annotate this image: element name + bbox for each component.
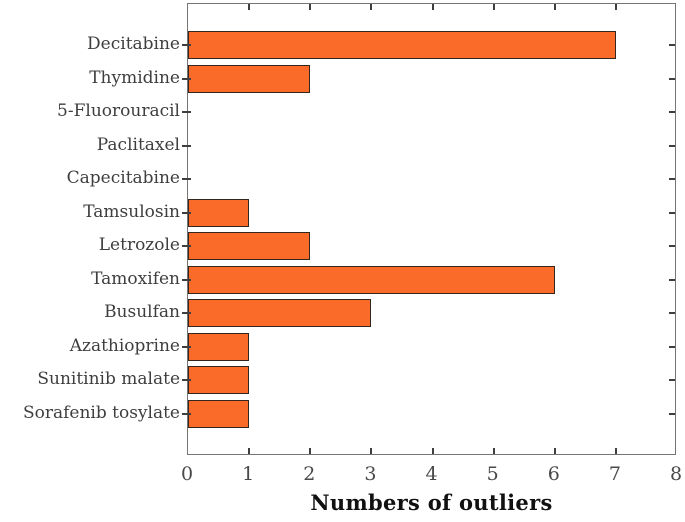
x-tick-label: 0: [180, 463, 194, 485]
bar-row: [188, 64, 675, 93]
y-tick-label: Capecitabine: [66, 168, 180, 189]
x-tick-label: 2: [303, 463, 316, 485]
plot-area: [182, 3, 676, 455]
y-tick-mark-right: [669, 245, 675, 248]
y-tick-mark-left: [182, 211, 191, 214]
bar: [188, 31, 616, 59]
x-tick-mark-top: [309, 4, 312, 10]
y-tick-mark-right: [669, 111, 675, 114]
bar-row: [188, 232, 675, 261]
bar: [188, 332, 250, 361]
y-tick-label: Thymidine: [89, 67, 180, 88]
x-tick-label: 8: [669, 463, 683, 485]
y-tick-mark-right: [669, 345, 675, 348]
y-tick-mark-right: [669, 44, 675, 46]
x-tick-mark-bottom: [492, 448, 495, 454]
y-tick-label: Tamsulosin: [83, 201, 180, 222]
x-tick-label: 1: [242, 463, 255, 485]
y-tick-mark-left: [182, 144, 191, 147]
y-tick-mark-left: [182, 278, 191, 281]
x-tick-mark-top: [248, 4, 251, 10]
y-tick-label: Tamoxifen: [91, 268, 180, 289]
y-tick-mark-left: [182, 77, 191, 80]
bar-row: [188, 299, 675, 328]
bar: [188, 299, 372, 328]
y-tick-label: Sorafenib tosylate: [22, 402, 180, 423]
bar-row: [188, 265, 675, 294]
y-tick-label: Azathioprine: [69, 335, 180, 356]
y-tick-mark-left: [182, 245, 191, 248]
y-tick-mark-left: [182, 44, 191, 46]
bars-container: [188, 4, 675, 454]
bar: [188, 232, 311, 261]
x-tick-mark-top: [370, 4, 373, 10]
y-tick-mark-left: [182, 345, 191, 348]
bar-row: [188, 332, 675, 361]
bar: [188, 198, 250, 227]
y-tick-mark-right: [669, 312, 675, 315]
x-tick-mark-top: [492, 4, 495, 10]
y-tick-mark-right: [669, 144, 675, 147]
x-tick-label: 5: [486, 463, 499, 485]
x-tick-mark-bottom: [248, 448, 251, 454]
y-tick-mark-left: [182, 178, 191, 181]
y-tick-label: Letrozole: [98, 235, 180, 256]
bar-row: [188, 366, 675, 395]
y-tick-mark-right: [669, 211, 675, 214]
y-tick-label: Sunitinib malate: [37, 369, 180, 390]
y-tick-mark-left: [182, 111, 191, 114]
bar: [188, 64, 311, 93]
x-tick-mark-top: [614, 4, 617, 10]
x-tick-mark-bottom: [309, 448, 312, 454]
x-tick-label: 3: [364, 463, 377, 485]
y-tick-mark-left: [182, 379, 191, 382]
bar: [188, 399, 250, 428]
bar-row: [188, 198, 675, 227]
bar: [188, 265, 555, 294]
y-tick-mark-right: [669, 412, 675, 415]
y-tick-mark-left: [182, 312, 191, 315]
bar-row: [188, 399, 675, 428]
x-tick-mark-top: [553, 4, 556, 10]
x-tick-label: 6: [547, 463, 560, 485]
y-tick-label: 5-Fluorouracil: [57, 101, 180, 122]
y-tick-mark-right: [669, 178, 675, 181]
y-tick-mark-right: [669, 77, 675, 80]
y-tick-mark-right: [669, 379, 675, 382]
x-tick-mark-top: [431, 4, 434, 10]
y-tick-label: Decitabine: [87, 34, 180, 54]
x-tick-label: 4: [425, 463, 438, 485]
bar-row: [188, 31, 675, 59]
x-tick-mark-bottom: [431, 448, 434, 454]
bar: [188, 366, 250, 395]
x-tick-mark-bottom: [370, 448, 373, 454]
y-tick-mark-right: [669, 278, 675, 281]
x-tick-mark-bottom: [553, 448, 556, 454]
x-tick-label: 7: [608, 463, 621, 485]
x-axis-title: Numbers of outliers: [310, 490, 553, 515]
x-tick-mark-bottom: [614, 448, 617, 454]
y-tick-label: Busulfan: [104, 302, 180, 323]
y-tick-label: Paclitaxel: [96, 134, 180, 155]
y-tick-mark-left: [182, 412, 191, 415]
